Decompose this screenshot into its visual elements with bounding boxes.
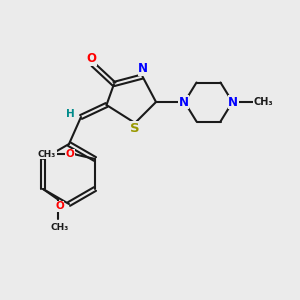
Text: H: H	[66, 109, 75, 119]
Text: CH₃: CH₃	[38, 150, 56, 159]
Text: S: S	[130, 122, 140, 135]
Text: CH₃: CH₃	[50, 223, 69, 232]
Text: O: O	[86, 52, 97, 65]
Text: N: N	[179, 95, 189, 109]
Text: O: O	[66, 149, 74, 160]
Text: N: N	[138, 62, 148, 76]
Text: N: N	[228, 95, 238, 109]
Text: O: O	[55, 201, 64, 211]
Text: CH₃: CH₃	[254, 97, 273, 107]
